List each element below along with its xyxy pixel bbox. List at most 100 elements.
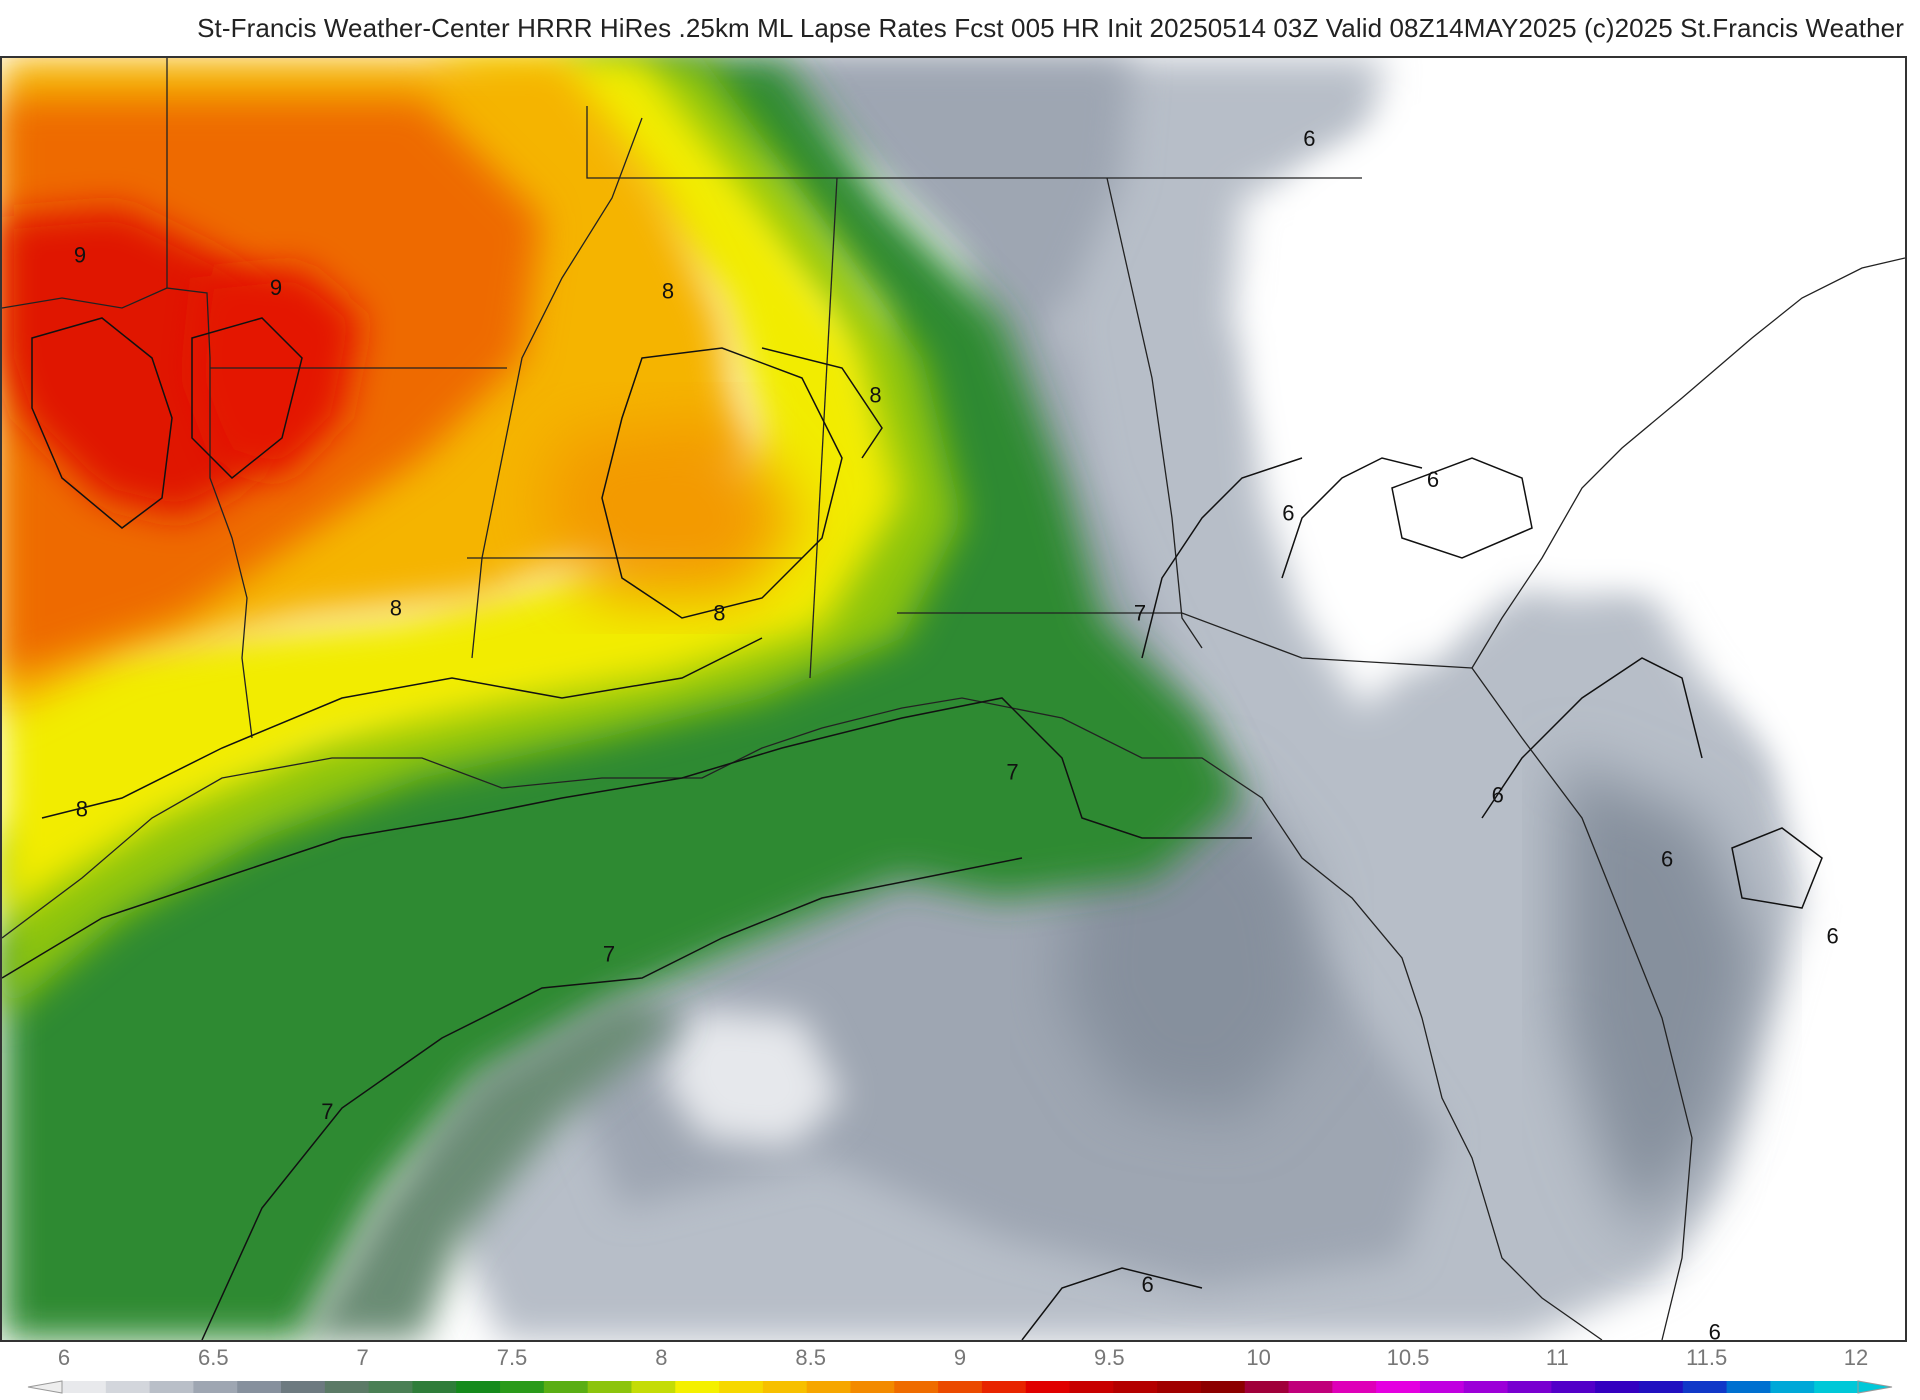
colorbar-tick-label: 11 [1545,1345,1569,1370]
colorbar-cells [62,1381,1859,1393]
colorbar-tick-label: 8 [655,1345,668,1370]
colorbar-cell [1113,1381,1158,1393]
contour-9-east [191,317,303,480]
map-title-bar: St-Francis Weather-Center HRRR HiRes .25… [0,0,1920,56]
contour-label: 6 [1303,126,1315,151]
state-border-al-ga [1106,177,1203,649]
colorbar-tick-label: 12 [1843,1345,1869,1370]
colorbar-max-arrow [1857,1380,1893,1394]
contour-label: 6 [1282,500,1294,525]
contour-6-fl [1481,657,1703,819]
colorbar-cell [105,1381,151,1393]
colorbar-tick-label: 7.5 [496,1345,528,1370]
colorbar-cell [762,1381,808,1393]
colorbar-tick-label: 6 [57,1345,71,1370]
state-border-tx-ok [166,58,211,359]
shading-gulf-light-patch [662,1008,842,1148]
colorbar-cell [1770,1381,1815,1393]
colorbar-cell [1069,1381,1114,1393]
colorbar-tick-label: 10 [1246,1345,1271,1370]
colorbar-tick-label: 7 [356,1345,369,1370]
colorbar-cell [1595,1381,1640,1393]
map-title: St-Francis Weather-Center HRRR HiRes .25… [197,12,1904,43]
colorbar-tick-label: 9 [953,1345,967,1370]
contour-label: 9 [270,275,282,300]
colorbar-cell [1814,1381,1859,1393]
colorbar-cell [62,1381,107,1393]
contour-8-south [41,637,763,819]
colorbar-cell [1419,1381,1465,1393]
colorbar-cell [719,1381,764,1393]
contour-labels: 9 9 8 8 8 8 8 7 7 7 7 6 6 6 6 6 6 6 6 [74,126,1839,1340]
contour-label: 6 [1709,1320,1721,1340]
colorbar-cell [675,1381,720,1393]
shading-white-ne-atlantic [1702,538,1905,938]
contour-label: 7 [1134,600,1146,625]
contour-7-south [2,697,1252,979]
colorbar-tick-label: 10.5 [1386,1345,1430,1370]
colorbar-cell [1332,1381,1377,1393]
colorbar-legend [27,1380,1893,1394]
colorbar-cell [1507,1381,1552,1393]
colorbar-cell [981,1381,1027,1393]
mississippi-river [471,117,643,659]
colorbar-cell [894,1381,939,1393]
colorbar-cell [237,1381,282,1393]
colorbar-cell [938,1381,983,1393]
colorbar-cell [1244,1381,1290,1393]
weather-map-panel: 9 9 8 8 8 8 8 7 7 7 7 6 6 6 6 6 6 6 6 [0,56,1907,1342]
state-border-la-tx [209,358,253,739]
colorbar-cell [324,1381,370,1393]
colorbar-tick-label: 9.5 [1094,1345,1125,1370]
contour-label: 8 [390,595,402,620]
colorbar-cell [631,1381,676,1393]
contour-6-ga-loop [1391,457,1533,559]
contour-label: 8 [869,382,881,407]
colorbar-cell [543,1381,589,1393]
contour-8-al [761,347,883,459]
contour-label: 6 [1492,782,1504,807]
colorbar-cell [1551,1381,1596,1393]
shading-grey-dark-east [1562,758,1762,1238]
colorbar-cell [193,1381,238,1393]
colorbar-cell [1726,1381,1771,1393]
colorbar-cell [412,1381,457,1393]
contour-label: 6 [1141,1272,1153,1297]
colorbar-cell [1157,1381,1202,1393]
shading-yellow [2,58,902,918]
contour-label: 9 [74,243,86,268]
contour-label: 8 [713,600,725,625]
state-border-ms-al [809,177,838,679]
contour-label: 7 [321,1099,333,1124]
colorbar-cell [456,1381,501,1393]
contour-6-gulf-south [1021,1267,1203,1340]
contour-label: 6 [1427,467,1439,492]
colorbar-cell [149,1381,195,1393]
colorbar-cell [1682,1381,1728,1393]
colorbar-min-arrow [27,1380,63,1394]
contour-8-ms [601,347,843,619]
colorbar-tick-label: 8.5 [795,1345,826,1370]
contour-label: 7 [1006,759,1018,784]
contour-label: 8 [662,279,674,304]
contour-label: 8 [76,797,88,822]
colorbar-cell [850,1381,895,1393]
colorbar-cell [1376,1381,1421,1393]
contour-label: 6 [1827,923,1839,948]
state-border-tn [586,106,1362,179]
contour-label: 7 [603,941,615,966]
colorbar-cell [1025,1381,1071,1393]
colorbar-cell [1463,1381,1509,1393]
colorbar-cell [1638,1381,1684,1393]
colorbar-tick-label: 11.5 [1686,1345,1728,1370]
contour-label: 6 [1661,847,1673,872]
colorbar-cell [587,1381,633,1393]
contour-lines [2,317,1823,1340]
shading-orange-deep [542,418,802,598]
contour-7-gulf [201,857,1023,1340]
colorbar-cell [1200,1381,1246,1393]
colorbar-cell [368,1381,414,1393]
contour-9-west [31,317,173,529]
colorbar-tick-label: 6.5 [198,1345,229,1370]
contour-7-ga [1141,457,1303,659]
